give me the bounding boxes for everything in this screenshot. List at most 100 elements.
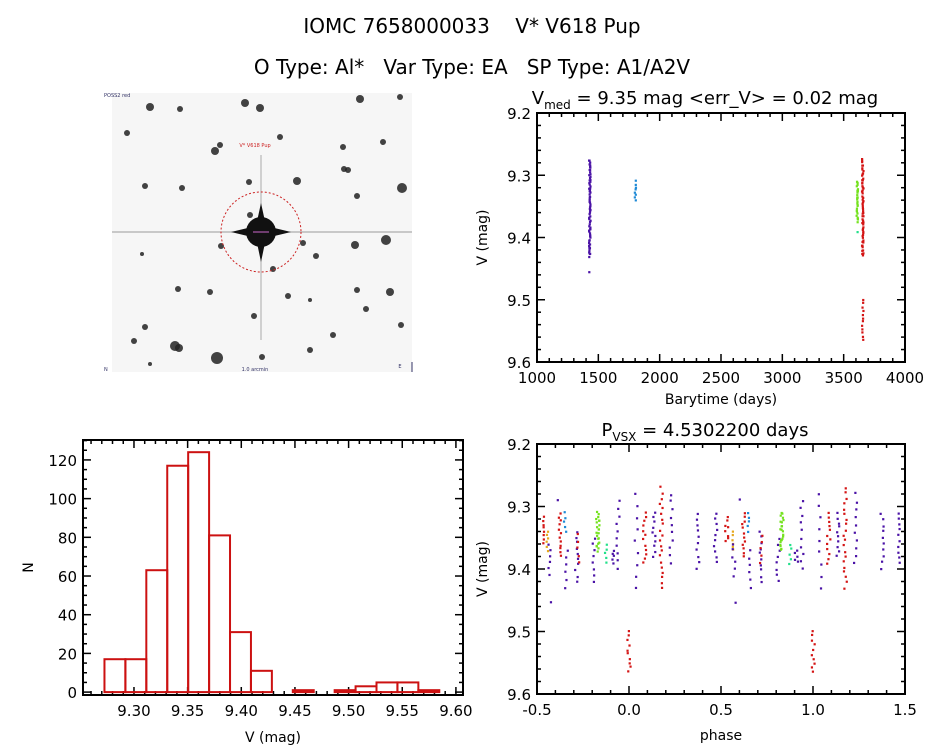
histogram-bar: [187, 451, 211, 694]
data-point: [611, 558, 614, 561]
data-point: [644, 515, 648, 519]
title-rest: = 9.35 mag <err_V> = 0.02 mag: [571, 88, 878, 109]
data-point: [836, 535, 840, 538]
data-point: [827, 516, 830, 519]
data-point: [812, 658, 815, 661]
data-point: [780, 539, 783, 542]
data-point: [595, 517, 598, 521]
star: [381, 235, 391, 245]
data-point: [862, 187, 865, 190]
data-point: [862, 252, 865, 255]
data-point: [747, 520, 751, 523]
star: [246, 179, 252, 185]
data-point: [589, 169, 592, 172]
star: [363, 306, 369, 312]
title-main: P: [602, 420, 613, 441]
data-point: [826, 542, 829, 546]
star: [285, 293, 291, 299]
data-point: [716, 528, 719, 532]
star: [397, 94, 403, 100]
data-point: [788, 562, 791, 566]
data-point: [634, 492, 637, 495]
data-point: [542, 515, 546, 518]
data-point: [775, 561, 778, 564]
data-point: [743, 520, 746, 523]
data-point: [670, 494, 673, 497]
data-point: [670, 524, 673, 527]
data-point: [593, 574, 596, 577]
plot-frame: [536, 112, 906, 363]
data-point: [760, 554, 763, 557]
data-point: [758, 561, 762, 565]
data-point: [642, 561, 645, 564]
data-point: [713, 550, 717, 553]
data-point: [741, 543, 744, 546]
data-point: [616, 567, 619, 570]
data-point: [595, 531, 598, 534]
data-point: [842, 534, 845, 537]
data-point: [844, 555, 847, 558]
target-circle: [220, 191, 302, 273]
x-tick-label: 2500: [702, 369, 740, 387]
star: [300, 240, 306, 246]
data-point: [577, 555, 580, 558]
data-point: [588, 247, 591, 250]
data-point: [845, 518, 848, 522]
image-label: 1.0 arcmin: [242, 367, 269, 373]
data-point: [556, 499, 559, 502]
data-point: [843, 538, 847, 541]
y-tick-label: 9.5: [507, 624, 531, 642]
data-point: [742, 532, 746, 535]
data-point: [842, 560, 845, 563]
data-point: [813, 662, 816, 665]
data-point: [747, 530, 750, 534]
data-point: [844, 551, 847, 554]
data-point: [796, 555, 799, 558]
data-point: [671, 539, 674, 542]
data-point: [660, 549, 663, 552]
data-point: [698, 561, 701, 564]
data-point: [856, 212, 859, 215]
data-point: [612, 562, 615, 565]
data-point: [668, 554, 672, 557]
data-point: [642, 530, 645, 533]
data-point: [775, 573, 778, 576]
data-point: [605, 543, 608, 546]
data-point: [852, 561, 856, 565]
data-point: [820, 575, 823, 579]
data-point: [861, 313, 865, 317]
star: [330, 332, 336, 338]
data-point: [811, 630, 814, 633]
data-point: [758, 530, 761, 533]
data-point: [731, 533, 734, 537]
data-point: [589, 205, 592, 208]
image-label: N: [104, 367, 108, 373]
data-point: [854, 524, 858, 527]
data-point: [782, 535, 785, 538]
data-point: [563, 511, 566, 514]
data-point: [856, 188, 860, 191]
data-point: [810, 666, 814, 669]
data-point: [654, 540, 657, 543]
data-point: [836, 531, 839, 534]
data-point: [660, 575, 664, 578]
data-point: [669, 562, 673, 565]
data-point: [897, 545, 900, 549]
data-point: [760, 542, 763, 545]
data-point: [727, 526, 730, 529]
data-point: [861, 252, 864, 256]
x-tick-label: 9.55: [386, 702, 419, 720]
data-point: [598, 519, 601, 522]
x-tick-label: 9.35: [171, 702, 204, 720]
y-tick-label: 40: [58, 607, 77, 625]
star: [142, 324, 148, 330]
data-point: [559, 551, 562, 554]
data-point: [837, 540, 840, 543]
x-tick-label: 2000: [641, 369, 679, 387]
data-point: [616, 559, 619, 562]
data-point: [712, 545, 716, 548]
data-point: [547, 543, 550, 546]
data-point: [862, 241, 865, 244]
data-point: [670, 530, 674, 533]
data-point: [588, 223, 591, 226]
